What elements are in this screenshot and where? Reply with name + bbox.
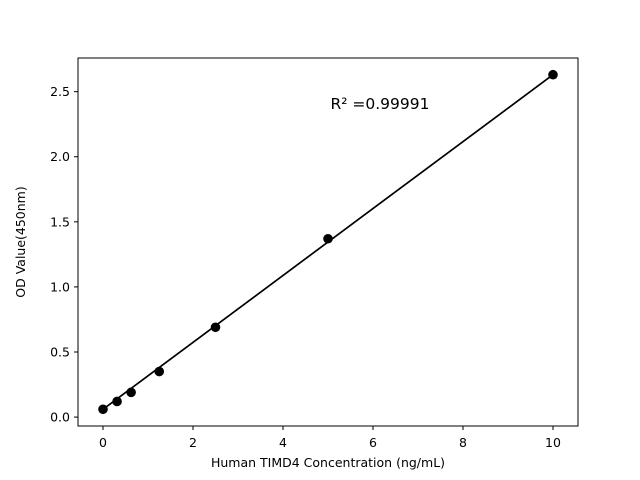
data-point — [154, 366, 165, 377]
x-tick-label: 10 — [545, 435, 561, 450]
data-point — [98, 404, 108, 415]
y-tick-label: 2.5 — [50, 84, 70, 99]
data-point — [323, 233, 333, 244]
data-point — [548, 69, 558, 80]
y-tick-label: 0.5 — [50, 344, 70, 359]
y-axis-label: OD Value(450nm) — [13, 186, 28, 297]
x-tick-label: 6 — [369, 435, 377, 450]
x-axis-label: Human TIMD4 Concentration (ng/mL) — [211, 455, 445, 470]
r-squared-annotation: R² =0.99991 — [331, 95, 430, 113]
data-point — [210, 322, 221, 333]
x-tick-label: 4 — [279, 435, 287, 450]
x-tick-label: 2 — [189, 435, 197, 450]
chart-generated-layer: 0 2 4 6 8 10 0.0 0.5 1.0 1.5 2.0 2.5 — [50, 57, 579, 450]
x-tick-label: 8 — [459, 435, 467, 450]
y-tick-label: 2.0 — [50, 149, 70, 164]
y-tick-label: 0.0 — [50, 410, 70, 425]
data-point — [126, 387, 136, 398]
y-tick-label: 1.0 — [50, 279, 70, 294]
data-point — [112, 396, 122, 407]
axes-frame — [77, 57, 579, 427]
y-tick-label: 1.5 — [50, 214, 70, 229]
x-tick-label: 0 — [99, 435, 107, 450]
